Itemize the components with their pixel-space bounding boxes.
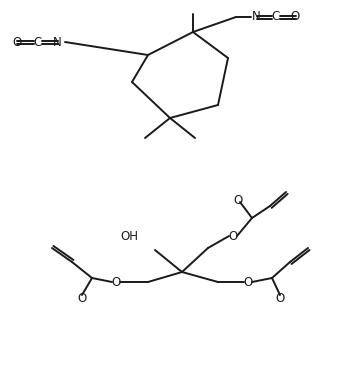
- Text: C: C: [272, 11, 280, 23]
- Text: O: O: [275, 291, 285, 305]
- Text: O: O: [12, 36, 21, 48]
- Text: C: C: [34, 36, 42, 48]
- Text: O: O: [112, 276, 121, 288]
- Text: O: O: [291, 11, 300, 23]
- Text: O: O: [233, 193, 242, 207]
- Text: O: O: [244, 276, 253, 288]
- Text: O: O: [78, 291, 87, 305]
- Text: N: N: [53, 36, 62, 48]
- Text: OH: OH: [120, 229, 138, 243]
- Text: O: O: [228, 229, 238, 243]
- Text: N: N: [252, 11, 261, 23]
